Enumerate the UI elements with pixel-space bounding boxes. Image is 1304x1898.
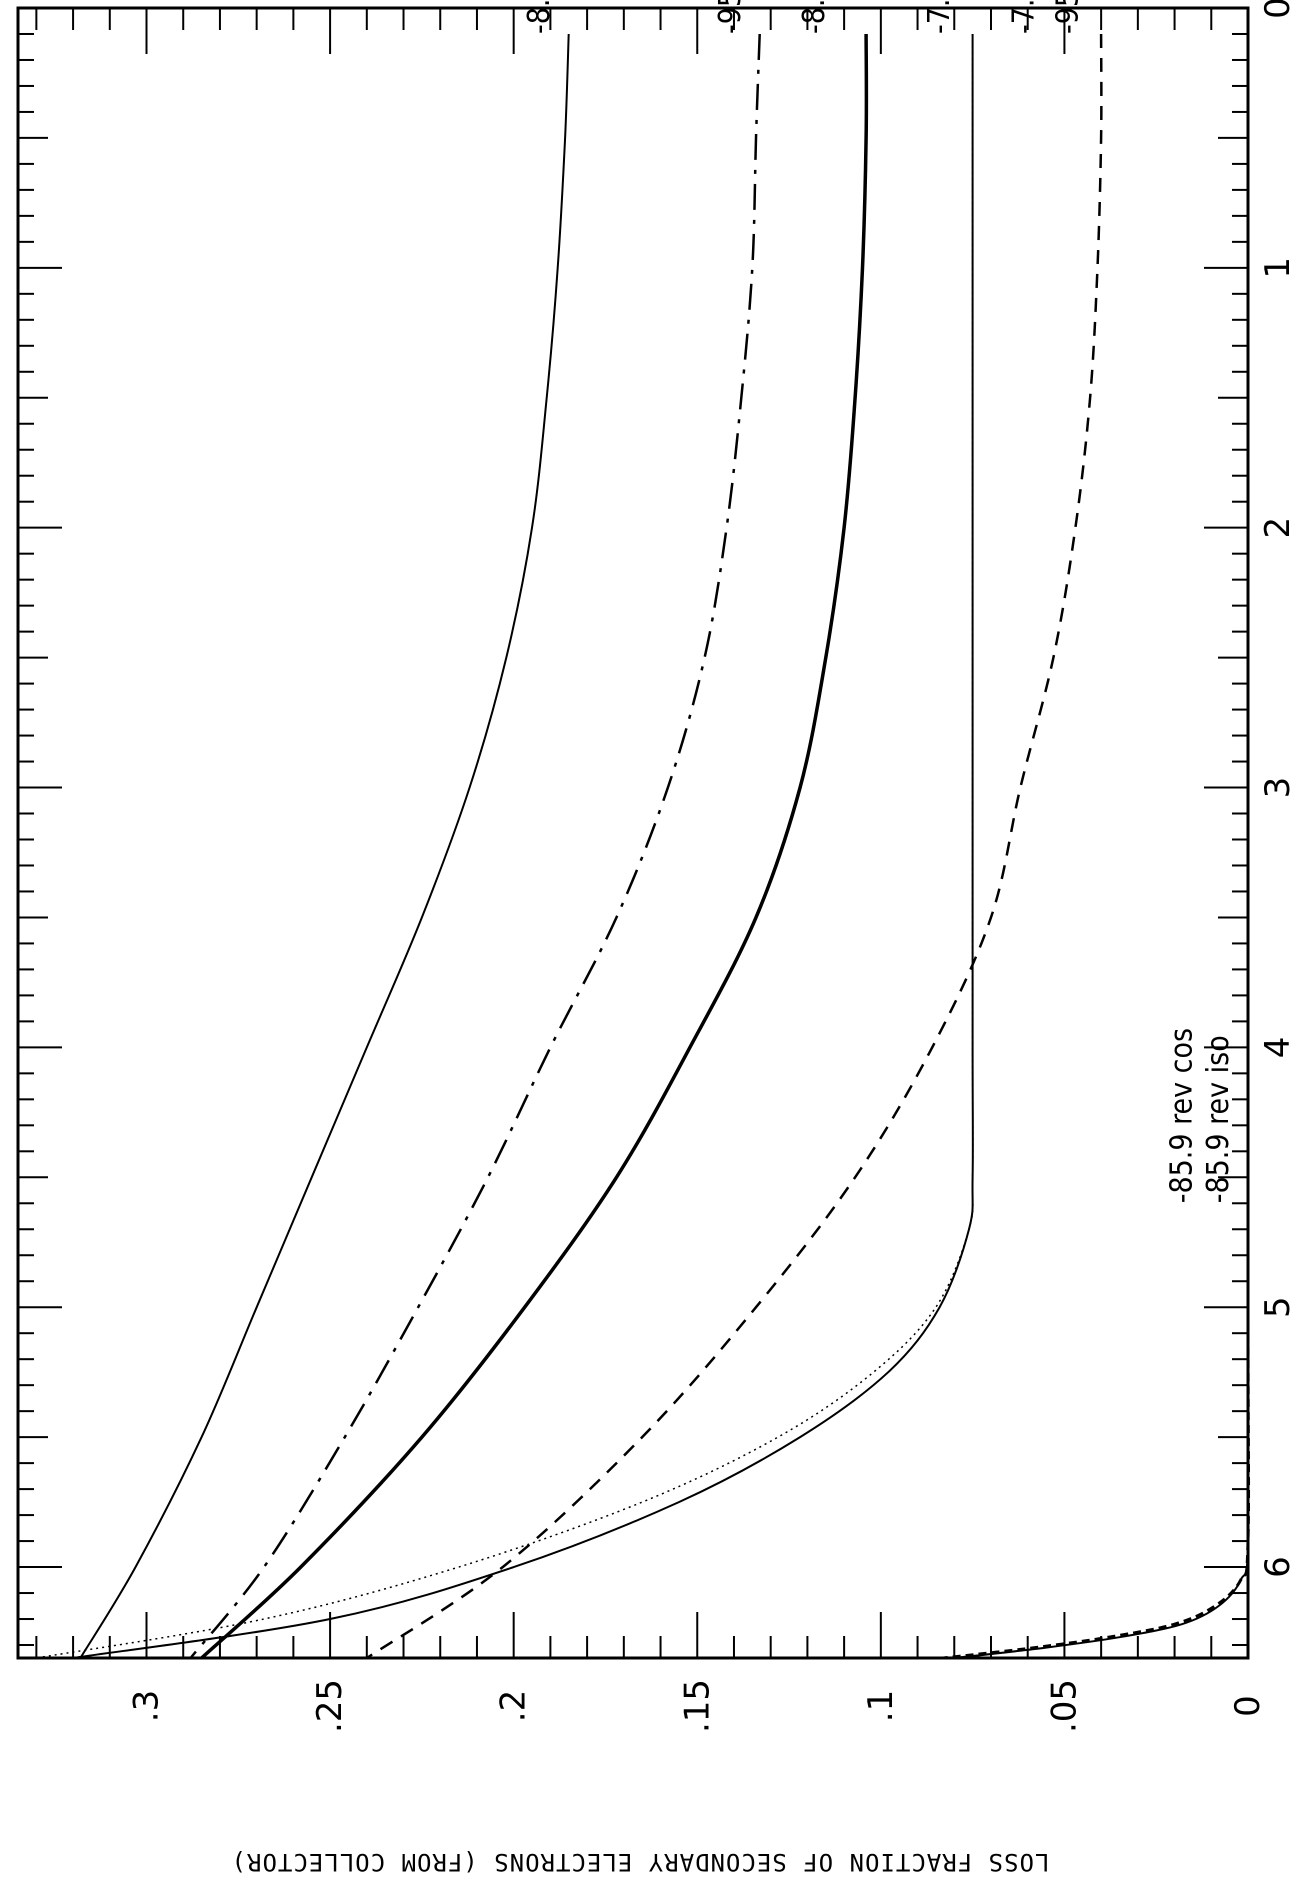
y-tick-label: .1: [861, 1690, 901, 1722]
x-tick-label: 3: [1258, 777, 1298, 799]
series-line: [954, 7, 1250, 1659]
series-line: [72, 34, 974, 1659]
series-line: [79, 33, 570, 1659]
x-tick-label: 4: [1258, 1037, 1298, 1059]
series-label: -7.70 rev cos: [922, 0, 957, 34]
plot-frame: [16, 6, 1250, 1660]
y-tick-label: .25: [310, 1679, 350, 1733]
y-tick-label: .2: [494, 1690, 534, 1722]
y-tick-label: .3: [127, 1690, 167, 1722]
series-line: [200, 33, 869, 1660]
x-tick-label: 1: [1258, 257, 1298, 279]
series-label: -8.05 std iso: [522, 0, 557, 34]
y-tick-label: .05: [1044, 1679, 1084, 1733]
y-axis-title: LOSS FRACTION OF SECONDARY ELECTRONS (FR…: [231, 1848, 1050, 1876]
series-line: [189, 33, 761, 1659]
x-tick-label: 2: [1258, 517, 1298, 539]
series-line: [943, 7, 1251, 1660]
series-line: [366, 33, 1103, 1660]
series-label: -85.9 rev cos: [1164, 1028, 1199, 1203]
series-line: [36, 34, 974, 1659]
x-tick-label: 0: [1258, 0, 1298, 19]
series-label: -85.9 rev iso: [1201, 1035, 1236, 1203]
series-label: -95.2 std iso: [713, 0, 748, 34]
y-tick-label: 0: [1228, 1695, 1268, 1717]
x-tick-label: 5: [1258, 1296, 1298, 1318]
series-label: -7.70 rev iso: [1007, 0, 1042, 34]
series-label: -8.05 std cos: [797, 0, 832, 34]
y-tick-label: .15: [677, 1679, 717, 1733]
x-tick-label: 6: [1258, 1556, 1298, 1578]
plot-area: 0 1 2 3 4 5 6 0 .05 .1 .15 .2 .25 .3 LOSS FRACTION OF …: [16, 0, 1298, 1876]
series-label: -95.2 std cos: [1051, 0, 1086, 34]
